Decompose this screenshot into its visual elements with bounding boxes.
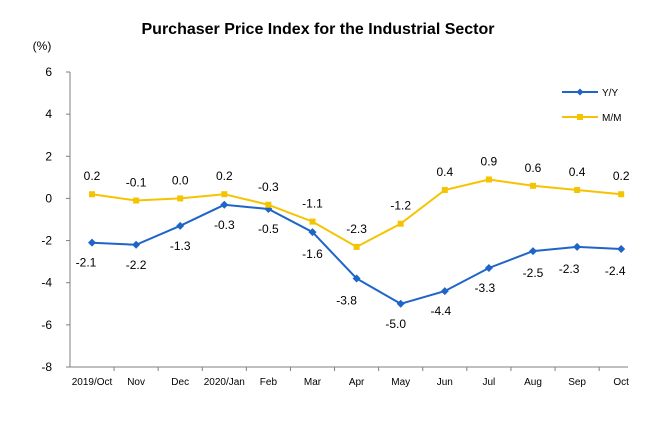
data-label-mm: 0.2 <box>84 169 101 183</box>
series-line-yy <box>91 203 622 305</box>
data-label-yy: -1.3 <box>170 239 191 253</box>
x-tick-label: Dec <box>171 377 189 388</box>
point-mm <box>574 187 581 193</box>
point-mm <box>177 195 184 202</box>
data-label-yy: -3.3 <box>475 281 496 295</box>
y-tick-label: 4 <box>45 107 52 121</box>
point-mm <box>530 182 536 189</box>
point-mm <box>133 197 140 204</box>
point-mm <box>441 187 448 193</box>
data-label-mm: 0.4 <box>436 165 453 179</box>
data-label-mm: -2.3 <box>346 222 367 236</box>
chart-title: Purchaser Price Index for the Industrial… <box>142 21 495 38</box>
data-label-yy: -2.3 <box>559 262 580 276</box>
data-label-yy: -2.2 <box>126 258 147 272</box>
x-tick-label: Oct <box>613 377 629 388</box>
x-tick-label: 2019/Oct <box>72 377 113 388</box>
x-tick-label: Nov <box>127 377 145 388</box>
y-tick-label: 6 <box>45 65 52 79</box>
data-label-mm: -0.3 <box>258 180 279 194</box>
data-label-yy: -0.3 <box>214 218 235 232</box>
data-label-yy: -0.5 <box>258 222 279 236</box>
data-label-yy: -3.8 <box>336 294 357 308</box>
data-label-yy: -5.0 <box>385 317 406 331</box>
data-label-mm: 0.0 <box>172 173 189 187</box>
data-label-yy: -2.1 <box>76 256 97 270</box>
x-tick-label: Apr <box>349 377 365 388</box>
legend: Y/Y M/M <box>562 88 621 124</box>
data-label-mm: -1.1 <box>302 197 323 211</box>
x-tick-label: Jul <box>483 377 496 388</box>
point-yy <box>529 247 537 256</box>
series-layer <box>88 176 626 308</box>
y-axis-unit: (%) <box>33 39 52 53</box>
point-yy <box>396 299 405 308</box>
y-tick-label: -6 <box>41 318 52 332</box>
data-label-mm: 0.6 <box>525 161 542 175</box>
data-label-mm: -1.2 <box>390 199 411 213</box>
point-mm <box>353 243 360 250</box>
x-tick-label: Sep <box>568 377 586 388</box>
x-tick-label: Aug <box>524 377 542 388</box>
point-mm <box>309 218 316 225</box>
point-mm <box>89 191 95 198</box>
data-label-mm: 0.9 <box>481 154 498 168</box>
axes: 6 4 2 0 -2 -4 -6 -8 2019/Oct Nov Dec 2020/Jan Feb Mar… <box>41 65 629 388</box>
data-label-mm: 0.4 <box>569 165 586 179</box>
point-yy <box>176 221 185 230</box>
point-yy <box>88 238 96 247</box>
data-labels: -2.1 -2.2 -1.3 -0.3 -0.5 -1.6 -3.8 -5.0 -4.4 -3.3… <box>76 154 630 330</box>
data-label-yy: -4.4 <box>430 304 451 318</box>
point-mm <box>618 191 625 198</box>
x-tick-label: Jun <box>437 377 453 388</box>
y-tick-label: 2 <box>45 149 52 163</box>
data-label-yy: -2.4 <box>605 264 626 278</box>
y-tick-label: -4 <box>41 276 52 290</box>
y-tick-label: -8 <box>41 360 52 374</box>
point-mm <box>221 191 228 198</box>
data-label-mm: 0.2 <box>216 169 233 183</box>
legend-marker-mm <box>577 114 583 120</box>
point-yy <box>484 263 493 272</box>
data-label-yy: -2.5 <box>523 266 544 280</box>
point-yy <box>220 200 229 209</box>
point-mm <box>485 176 492 183</box>
data-label-yy: -1.6 <box>302 247 323 261</box>
x-tick-label: May <box>391 377 410 388</box>
point-yy <box>352 274 361 283</box>
point-yy <box>132 240 141 249</box>
x-tick-label: Mar <box>304 377 322 388</box>
y-tick-label: -2 <box>41 234 52 248</box>
point-mm <box>265 201 272 208</box>
point-yy <box>308 228 317 237</box>
series-line-mm <box>91 178 622 249</box>
point-mm <box>397 220 404 227</box>
legend-label-mm: M/M <box>602 113 621 124</box>
data-label-mm: -0.1 <box>126 176 147 190</box>
data-label-mm: 0.2 <box>613 169 630 183</box>
y-tick-label: 0 <box>45 191 52 205</box>
point-yy <box>573 242 582 251</box>
legend-marker-yy <box>576 88 584 96</box>
point-yy <box>440 287 449 296</box>
point-yy <box>617 245 626 253</box>
x-tick-label: 2020/Jan <box>204 377 245 388</box>
x-tick-label: Feb <box>260 377 278 388</box>
legend-label-yy: Y/Y <box>602 88 618 99</box>
